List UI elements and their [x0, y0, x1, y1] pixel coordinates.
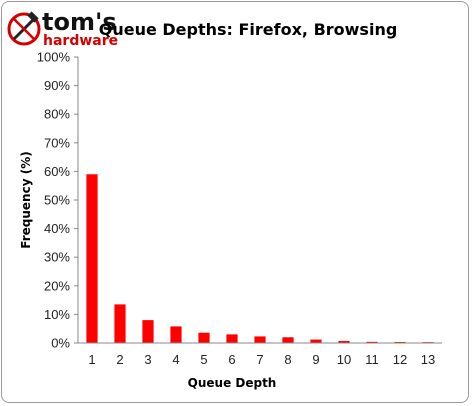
x-tick-label: 5: [200, 352, 207, 367]
logo: tom's hardware: [7, 8, 118, 49]
y-axis-ticks: 0% 10% 20% 30% 40% 50% 60% 70% 80% 90% 100%: [37, 50, 78, 351]
x-axis-ticks: 1 2 3 4 5 6 7 8 9 10 11 12 13: [88, 352, 435, 367]
x-tick-label: 6: [228, 352, 235, 367]
y-axis-label: Frequency (%): [19, 151, 33, 248]
y-tick-label: 30%: [44, 250, 70, 265]
bar: [254, 336, 266, 343]
logo-sub: hardware: [43, 33, 118, 49]
logo-name: tom's: [42, 8, 117, 36]
bar: [338, 340, 350, 343]
bar: [394, 341, 406, 343]
x-tick-label: 10: [337, 352, 351, 367]
bar: [114, 304, 126, 343]
x-tick-label: 12: [393, 352, 407, 367]
y-tick-label: 40%: [44, 221, 70, 236]
x-tick-label: 11: [365, 352, 379, 367]
bar: [226, 334, 238, 343]
bar: [282, 337, 294, 343]
y-tick-label: 0%: [51, 336, 70, 351]
x-tick-label: 9: [312, 352, 319, 367]
bar: [366, 341, 378, 343]
x-tick-label: 13: [421, 352, 435, 367]
bar: [310, 339, 322, 343]
x-tick-label: 1: [88, 352, 95, 367]
x-tick-label: 7: [256, 352, 263, 367]
bar: [142, 320, 154, 343]
bar: [198, 332, 210, 343]
bars: [86, 174, 434, 343]
y-tick-label: 60%: [44, 164, 70, 179]
y-tick-label: 80%: [44, 107, 70, 122]
x-tick-label: 2: [116, 352, 123, 367]
y-tick-label: 50%: [44, 193, 70, 208]
y-tick-label: 90%: [44, 78, 70, 93]
y-tick-label: 10%: [44, 307, 70, 322]
y-tick-label: 100%: [37, 50, 71, 65]
hammer-screwdriver-icon: [7, 11, 41, 46]
bar: [86, 174, 98, 343]
x-tick-label: 8: [284, 352, 291, 367]
y-tick-label: 20%: [44, 278, 70, 293]
x-tick-label: 4: [172, 352, 179, 367]
y-tick-label: 70%: [44, 135, 70, 150]
bar: [170, 326, 182, 343]
chart-title: Queue Depths: Firefox, Browsing: [99, 20, 398, 39]
x-axis-label: Queue Depth: [188, 376, 277, 390]
x-tick-label: 3: [144, 352, 151, 367]
